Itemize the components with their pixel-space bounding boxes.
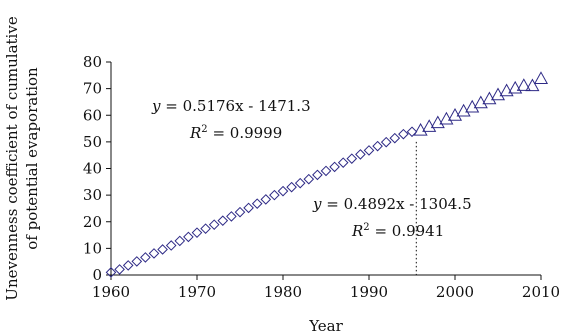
svg-text:y = 0.5176x - 1471.3: y = 0.5176x - 1471.3 bbox=[151, 97, 311, 115]
y-tick-label: 80 bbox=[83, 53, 102, 71]
x-tick-label: 1960 bbox=[92, 283, 130, 301]
x-tick-label: 1970 bbox=[178, 283, 216, 301]
x-tick-label: 2000 bbox=[436, 283, 474, 301]
y-ticks: 0 10 20 30 40 50 60 70 80 bbox=[83, 53, 111, 284]
eq1-r-label: R bbox=[189, 124, 201, 142]
eq2-r-sup: 2 bbox=[363, 222, 369, 233]
y-tick-label: 20 bbox=[83, 213, 102, 231]
x-tick-label: 2010 bbox=[522, 283, 560, 301]
x-tick-label: 1990 bbox=[350, 283, 388, 301]
diamond-marker bbox=[174, 235, 186, 247]
svg-text:R2 = 0.9941: R2 = 0.9941 bbox=[351, 222, 444, 240]
diamond-marker bbox=[337, 157, 349, 168]
triangle-marker bbox=[482, 91, 497, 105]
y-tick-label: 50 bbox=[83, 133, 102, 151]
diamond-marker bbox=[312, 169, 323, 181]
triangle-marker bbox=[456, 103, 471, 117]
eq2-r-label: R bbox=[351, 222, 363, 240]
diamond-marker bbox=[140, 252, 151, 263]
diamond-marker bbox=[286, 181, 297, 193]
eq1-r2-value: = 0.9999 bbox=[208, 124, 283, 142]
diamond-marker bbox=[251, 198, 263, 209]
eq2-formula: = 0.4892x - 1304.5 bbox=[321, 195, 471, 213]
diamond-marker bbox=[148, 248, 160, 259]
y-axis-title-line-2: of potential evaporation bbox=[23, 67, 41, 250]
x-tick-label: 1980 bbox=[264, 283, 302, 301]
diamond-marker bbox=[217, 215, 229, 226]
diamond-marker bbox=[269, 189, 280, 201]
diamond-marker bbox=[157, 244, 168, 255]
y-tick-label: 0 bbox=[92, 266, 102, 284]
diamond-marker bbox=[183, 231, 194, 243]
diamond-marker bbox=[355, 149, 366, 160]
triangle-marker bbox=[499, 83, 514, 97]
diamond-marker bbox=[346, 153, 358, 164]
eq1-y: y bbox=[151, 97, 161, 115]
y-tick-label: 30 bbox=[83, 186, 102, 204]
y-axis-title-line-1: Unevenness coefficient of cumulative bbox=[3, 16, 21, 301]
triangle-marker bbox=[533, 71, 549, 84]
y-tick-label: 40 bbox=[83, 160, 102, 178]
y-tick-label: 70 bbox=[83, 80, 102, 98]
diamond-marker bbox=[165, 240, 177, 251]
diamond-marker bbox=[398, 128, 409, 140]
triangle-marker bbox=[447, 108, 463, 121]
svg-text:R2 = 0.9999: R2 = 0.9999 bbox=[189, 124, 282, 142]
x-axis-title: Year bbox=[308, 317, 343, 335]
triangle-marker bbox=[508, 80, 523, 94]
svg-text:y = 0.4892x - 1304.5: y = 0.4892x - 1304.5 bbox=[312, 195, 472, 213]
eq1-formula: = 0.5176x - 1471.3 bbox=[160, 97, 310, 115]
diamond-marker bbox=[406, 126, 418, 138]
diamond-marker bbox=[372, 140, 383, 152]
triangle-marker bbox=[413, 122, 428, 136]
diamond-marker bbox=[200, 223, 211, 234]
diamond-marker bbox=[380, 136, 392, 148]
y-tick-label: 10 bbox=[83, 239, 102, 257]
diamond-marker bbox=[191, 227, 203, 238]
triangle-marker bbox=[430, 115, 445, 129]
diamond-marker bbox=[363, 145, 375, 156]
diamond-marker bbox=[114, 264, 125, 275]
diamond-marker bbox=[329, 161, 340, 173]
diamond-marker bbox=[105, 267, 117, 278]
diamond-marker bbox=[226, 211, 237, 222]
diamond-marker bbox=[389, 132, 401, 144]
triangle-marker bbox=[490, 87, 506, 101]
triangle-marker bbox=[422, 119, 437, 132]
diamond-marker bbox=[131, 256, 143, 267]
triangle-marker bbox=[525, 78, 540, 92]
diamond-marker bbox=[122, 260, 134, 271]
trend-equation-1: y = 0.5176x - 1471.3 R2 = 0.9999 bbox=[151, 97, 311, 142]
triangle-marker bbox=[516, 78, 531, 91]
diamond-marker bbox=[243, 202, 254, 214]
triangle-marker bbox=[473, 95, 488, 109]
data-markers bbox=[105, 71, 549, 278]
diamond-marker bbox=[260, 194, 272, 205]
eq2-y: y bbox=[312, 195, 322, 213]
diamond-marker bbox=[208, 219, 220, 230]
triangle-marker bbox=[465, 99, 480, 113]
diamond-marker bbox=[234, 206, 246, 218]
diamond-marker bbox=[294, 177, 306, 189]
triangle-marker bbox=[439, 111, 454, 125]
diamond-marker bbox=[320, 165, 332, 177]
x-ticks: 1960 1970 1980 1990 2000 2010 bbox=[92, 275, 560, 301]
diamond-marker bbox=[303, 173, 315, 185]
y-tick-label: 60 bbox=[83, 106, 102, 124]
trend-equation-2: y = 0.4892x - 1304.5 R2 = 0.9941 bbox=[312, 195, 472, 240]
diamond-marker bbox=[277, 185, 289, 197]
axes bbox=[110, 62, 541, 276]
eq2-r2-value: = 0.9941 bbox=[370, 222, 445, 240]
eq1-r-sup: 2 bbox=[201, 124, 207, 135]
